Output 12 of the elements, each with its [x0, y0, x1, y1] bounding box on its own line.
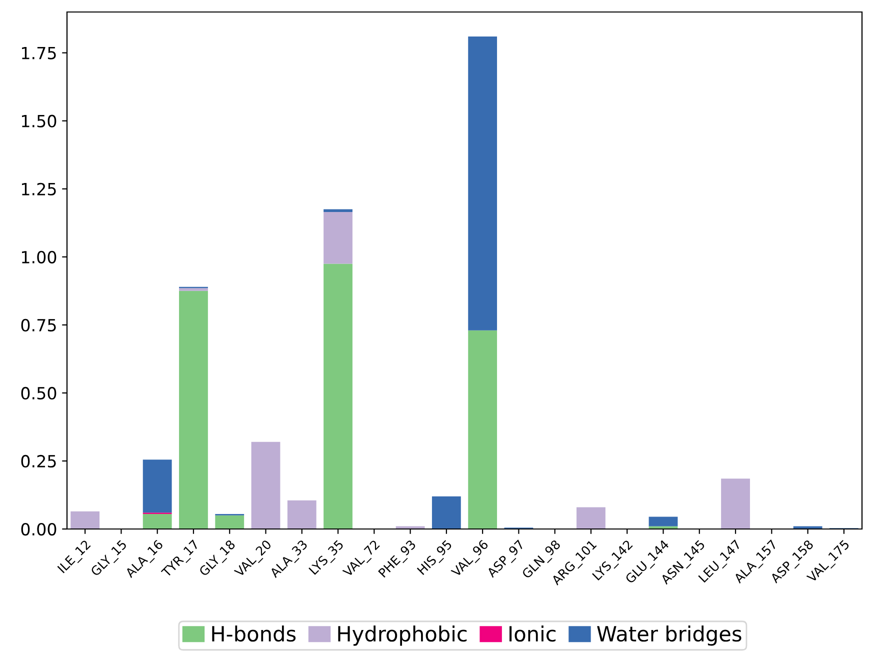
- y-tick-label: 1.75: [22, 46, 56, 60]
- y-tick-label: 0.25: [21, 454, 56, 468]
- y-tick-label: 0.00: [21, 522, 56, 536]
- y-tick-label: 1.00: [22, 250, 56, 264]
- legend-label: H-bonds: [212, 626, 296, 642]
- legend-label: Water bridges: [597, 626, 742, 646]
- y-tick-label: 0.75: [21, 318, 56, 332]
- y-tick-label: 1.50: [22, 114, 56, 128]
- legend-label: Hydrophobic: [338, 626, 467, 646]
- y-tick-label: 0.50: [21, 386, 56, 400]
- legend-label: Ionic: [510, 626, 556, 642]
- y-tick-label: 1.25: [22, 182, 56, 196]
